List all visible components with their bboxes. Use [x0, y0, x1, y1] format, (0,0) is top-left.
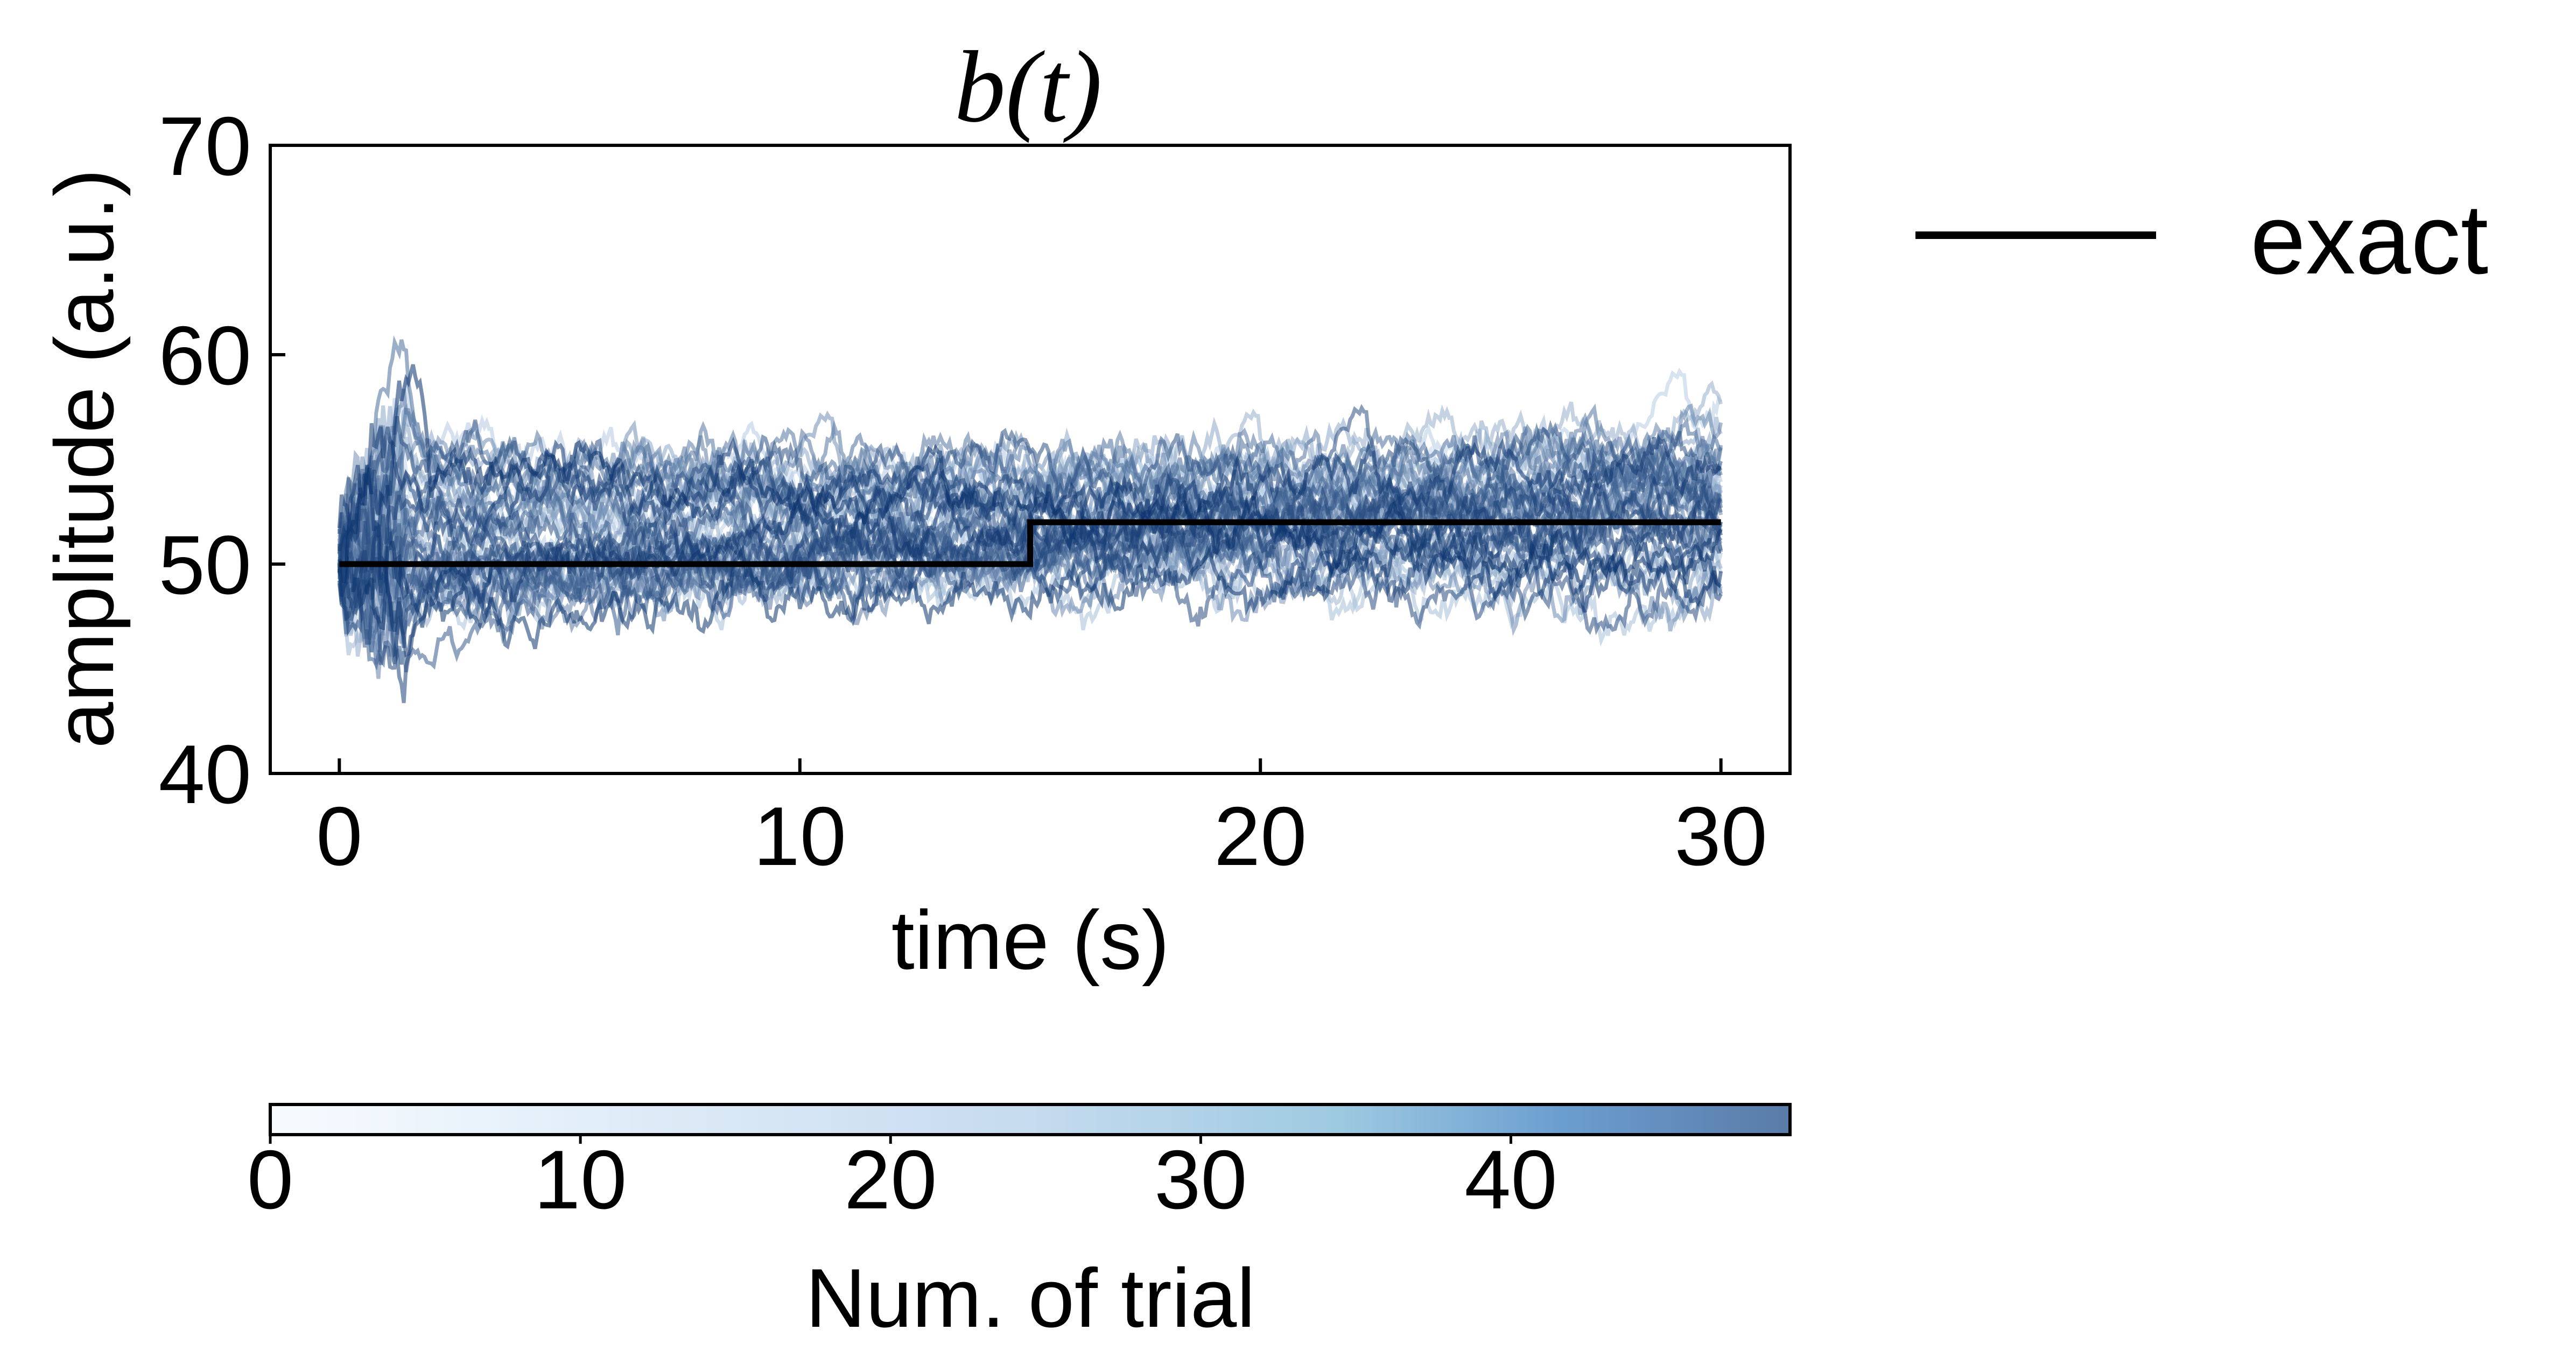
- trial-series-line: [337, 517, 1723, 650]
- colorbar: [269, 1103, 1792, 1136]
- trial-series-line: [337, 403, 1723, 560]
- y-axis: 40 50 60 70: [159, 100, 285, 821]
- x-tick-label: 10: [754, 790, 846, 883]
- colorbar-tick-label: 40: [1464, 1133, 1557, 1226]
- trial-series-line: [338, 364, 1723, 613]
- y-tick-label: 60: [159, 309, 251, 402]
- colorbar-tick-label: 20: [844, 1133, 937, 1226]
- y-axis-label: amplitude (a.u.): [38, 169, 131, 749]
- trial-series-line: [337, 434, 1722, 658]
- trial-series-line: [337, 404, 1723, 607]
- colorbar-axis: 0 10 20 30 40: [247, 1133, 1557, 1226]
- x-tick-label: 0: [316, 790, 362, 883]
- colorbar-tick-label: 0: [247, 1133, 293, 1226]
- exact-series-line: [339, 519, 1721, 567]
- x-axis: 0 10 20 30: [316, 758, 1767, 883]
- y-tick-label: 50: [159, 518, 251, 611]
- legend-exact-label: exact: [2250, 184, 2488, 295]
- plot-frame: [269, 144, 1792, 775]
- y-tick-label: 40: [159, 728, 251, 821]
- y-tick-label: 70: [159, 100, 251, 193]
- x-tick-label: 30: [1674, 790, 1767, 883]
- x-axis-label: time (s): [892, 893, 1170, 987]
- colorbar-tick-label: 30: [1154, 1133, 1247, 1226]
- colorbar-tick-label: 10: [534, 1133, 627, 1226]
- colorbar-label: Num. of trial: [805, 1251, 1255, 1345]
- trial-series-line: [337, 451, 1723, 616]
- x-tick-label: 20: [1214, 790, 1307, 883]
- chart-title: b(t): [954, 31, 1102, 144]
